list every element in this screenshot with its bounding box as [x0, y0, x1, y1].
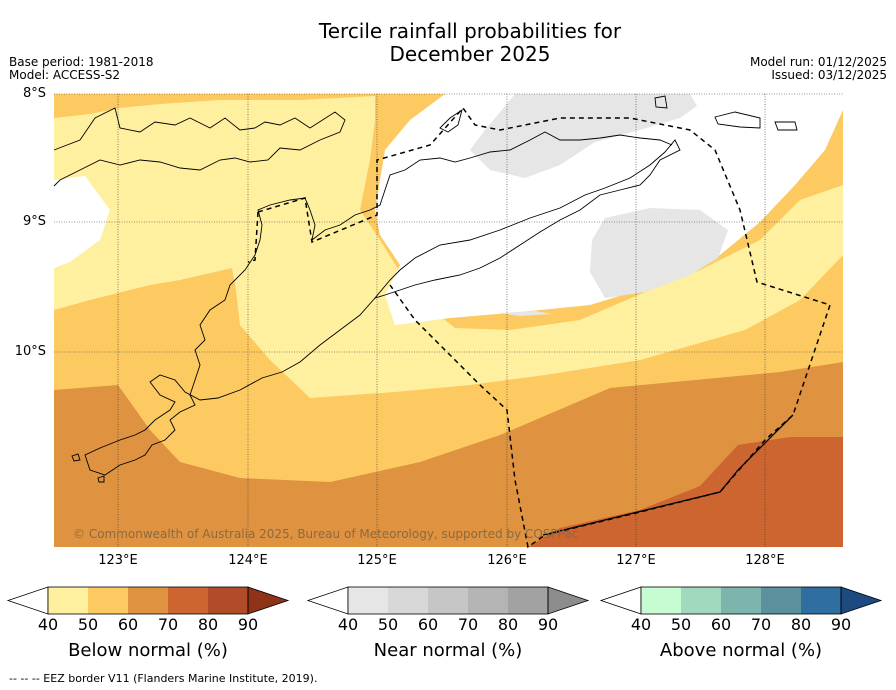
colorbar-near-high-extension — [547, 586, 590, 615]
colorbar-near-outline — [347, 586, 549, 615]
alor-island — [439, 108, 463, 133]
colorbar-above-segment — [801, 587, 841, 614]
meta-right: Model run: 01/12/2025 Issued: 03/12/2025 — [750, 56, 887, 82]
model-name: Model: ACCESS-S2 — [9, 68, 121, 82]
colorbar-below-tick: 70 — [157, 615, 179, 634]
colorbar-below-label: Below normal (%) — [68, 640, 228, 661]
eez-footnote: -- -- -- EEZ border V11 (Flanders Marine… — [9, 672, 318, 685]
colorbar-near-tick: 50 — [377, 615, 399, 634]
probability-field — [54, 94, 843, 547]
timor-leste-coast — [373, 139, 681, 299]
colorbar-near-segment — [428, 587, 468, 614]
colorbar-above-low-extension — [599, 586, 642, 615]
copyright-text: © Commonwealth of Australia 2025, Bureau… — [73, 527, 579, 541]
lat-label-10s: 10°S — [14, 344, 46, 359]
colorbar-above-tick: 40 — [630, 615, 652, 634]
base-period: Base period: 1981-2018 — [9, 55, 154, 69]
colorbar-above-high-extension — [840, 586, 883, 615]
colorbar-above-segment — [681, 587, 721, 614]
colorbar-near-low-extension — [306, 586, 349, 615]
colorbar-near-label: Near normal (%) — [373, 640, 523, 661]
colorbar-above-tick: 80 — [790, 615, 812, 634]
colorbar-above-tick: 50 — [670, 615, 692, 634]
colorbars — [6, 586, 883, 615]
below-50-60-north — [54, 94, 375, 118]
colorbar-above-tick: 90 — [830, 615, 852, 634]
colorbar-above-tick: 70 — [750, 615, 772, 634]
colorbar-below-tick: 90 — [237, 615, 259, 634]
colorbar-below-tick: 60 — [117, 615, 139, 634]
wetar-island-a — [714, 111, 761, 129]
lon-label-126e: 126°E — [487, 553, 527, 568]
lon-label-124e: 124°E — [228, 553, 268, 568]
colorbar-near-segment — [508, 587, 548, 614]
colorbar-near-tick: 80 — [497, 615, 519, 634]
ndao-island — [97, 475, 105, 483]
colorbar-below-tick: 50 — [77, 615, 99, 634]
coastlines — [53, 95, 798, 483]
colorbar-near-segment — [388, 587, 428, 614]
lat-label-8s: 8°S — [22, 86, 46, 101]
wetar-island-b — [774, 121, 798, 131]
title-line-2: December 2025 — [389, 42, 551, 66]
meta-left: Base period: 1981-2018 Model: ACCESS-S2 — [9, 56, 154, 82]
colorbar-near-tick: 90 — [537, 615, 559, 634]
colorbar-above-tick: 60 — [710, 615, 732, 634]
colorbar-near-tick: 60 — [417, 615, 439, 634]
flores-coast — [53, 107, 346, 187]
colorbar-above-outline — [640, 586, 842, 615]
colorbar-above-segment — [721, 587, 761, 614]
gridlines — [54, 93, 843, 547]
colorbar-below-segment — [128, 587, 168, 614]
colorbar-below-tick: 80 — [197, 615, 219, 634]
rote-island — [71, 453, 81, 462]
model-run: Model run: 01/12/2025 — [749, 55, 887, 69]
lon-label-128e: 128°E — [745, 553, 785, 568]
lon-label-123e: 123°E — [98, 553, 138, 568]
lon-label-125e: 125°E — [357, 553, 397, 568]
near-normal-sliver — [500, 311, 552, 316]
colorbar-below-segment — [48, 587, 88, 614]
colorbar-near-segment — [468, 587, 508, 614]
west-timor-coast — [84, 131, 673, 476]
chart-title: Tercile rainfall probabilities for Decem… — [0, 20, 896, 66]
colorbar-below-low-extension — [6, 586, 49, 615]
colorbar-near-segment — [348, 587, 388, 614]
colorbar-above-segment — [641, 587, 681, 614]
issued-date: Issued: 03/12/2025 — [771, 68, 887, 82]
colorbar-below-outline — [47, 586, 249, 615]
small-island — [654, 95, 668, 109]
eez-solid-segment — [542, 414, 794, 536]
colorbar-below-segment — [88, 587, 128, 614]
colorbar-below-segment — [168, 587, 208, 614]
colorbar-above-label: Above normal (%) — [659, 640, 823, 661]
eez-border — [247, 106, 831, 549]
lat-label-9s: 9°S — [22, 214, 46, 229]
near-normal-central — [590, 208, 728, 298]
title-line-1: Tercile rainfall probabilities for — [318, 19, 622, 43]
colorbar-below-high-extension — [247, 586, 290, 615]
colorbar-near-tick: 40 — [337, 615, 359, 634]
near-normal-north — [470, 94, 697, 178]
below-40-50-zone — [54, 94, 843, 398]
colorbar-below-tick: 40 — [37, 615, 59, 634]
colorbar-below-segment — [208, 587, 248, 614]
lon-label-127e: 127°E — [616, 553, 656, 568]
colorbar-near-tick: 70 — [457, 615, 479, 634]
colorbar-above-segment — [761, 587, 801, 614]
